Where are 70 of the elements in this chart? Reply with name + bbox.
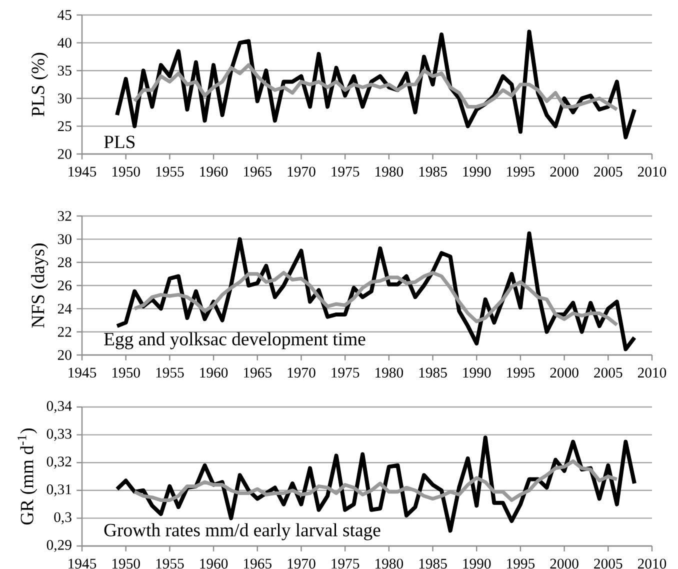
x-tick-label: 2000 — [550, 368, 578, 378]
x-tick-label: 1960 — [200, 558, 228, 569]
x-tick-label: 1960 — [200, 166, 228, 177]
x-tick-label: 1990 — [463, 368, 491, 378]
x-tick-label: 1965 — [244, 368, 272, 378]
x-tick-label: 1995 — [507, 166, 535, 177]
y-tick-label: 35 — [58, 66, 72, 76]
y-tick-label: 40 — [58, 38, 72, 48]
y-tick-label: 0,29 — [46, 540, 72, 552]
x-tick-label: 1945 — [68, 368, 96, 378]
y-tick-label: 0,33 — [46, 428, 72, 441]
y-tick-label: 22 — [58, 326, 72, 337]
x-tick-label: 1965 — [244, 558, 272, 569]
x-tick-label: 1970 — [288, 166, 316, 177]
annotation: PLS — [104, 136, 135, 148]
x-tick-label: 2010 — [638, 368, 666, 378]
x-tick-label: 1975 — [332, 166, 360, 177]
y-tick-label: 20 — [58, 350, 72, 360]
x-tick-label: 1985 — [419, 368, 447, 378]
y-tick-label: 20 — [58, 149, 72, 159]
x-tick-label: 2010 — [638, 166, 666, 177]
x-tick-label: 2005 — [594, 558, 622, 569]
x-tick-label: 2010 — [638, 558, 666, 569]
line-series — [132, 270, 619, 327]
y-tick-label: 28 — [58, 257, 72, 268]
y-tick-label: 45 — [58, 10, 72, 20]
x-tick-label: 2005 — [594, 368, 622, 378]
y-tick-label: 0,31 — [46, 484, 72, 496]
x-tick-label: 1955 — [156, 166, 184, 177]
y-tick-label: 24 — [58, 304, 72, 314]
y-axis-title: GR (mm d$^{-1}$) — [18, 428, 38, 525]
x-tick-label: 1945 — [68, 166, 96, 177]
x-tick-label: 1980 — [376, 558, 404, 569]
y-tick-label: 25 — [58, 121, 72, 132]
x-tick-label: 1955 — [156, 558, 184, 569]
x-tick-label: 1985 — [419, 166, 447, 177]
x-tick-label: 1985 — [419, 558, 447, 569]
y-tick-label: 30 — [58, 234, 72, 244]
x-tick-label: 1970 — [288, 368, 316, 378]
x-tick-label: 1955 — [156, 368, 184, 378]
x-tick-label: 1970 — [288, 558, 316, 569]
y-tick-label: 0,3 — [54, 512, 72, 524]
x-tick-label: 1980 — [376, 166, 404, 177]
x-tick-label: 1995 — [507, 368, 535, 378]
x-tick-label: 2000 — [550, 166, 578, 177]
x-tick-label: 1945 — [68, 558, 96, 569]
line-series — [132, 63, 619, 112]
y-tick-label: 32 — [58, 211, 72, 221]
y-axis-title: PLS (%) — [31, 52, 48, 116]
y-tick-label: 0,34 — [46, 401, 72, 414]
x-tick-label: 1950 — [112, 558, 140, 569]
x-tick-label: 1975 — [332, 558, 360, 569]
x-tick-label: 1980 — [376, 368, 404, 378]
x-tick-label: 1995 — [507, 558, 535, 569]
x-tick-label: 1975 — [332, 368, 360, 378]
annotation: Growth rates mm/d early larval stage — [104, 523, 380, 540]
x-tick-label: 1965 — [244, 166, 272, 177]
x-tick-label: 1950 — [112, 166, 140, 177]
annotation: Egg and yolksac development time — [104, 332, 366, 350]
x-tick-label: 1960 — [200, 368, 228, 378]
x-tick-label: 1990 — [463, 558, 491, 569]
y-tick-label: 0,32 — [46, 456, 72, 469]
x-tick-label: 2000 — [550, 558, 578, 569]
x-tick-label: 2005 — [594, 166, 622, 177]
y-axis-title: NFS (days) — [31, 244, 48, 328]
x-tick-label: 1990 — [463, 166, 491, 177]
y-tick-label: 26 — [58, 280, 72, 290]
x-tick-label: 1950 — [112, 368, 140, 378]
line-series — [132, 459, 619, 502]
y-tick-label: 30 — [58, 93, 72, 104]
